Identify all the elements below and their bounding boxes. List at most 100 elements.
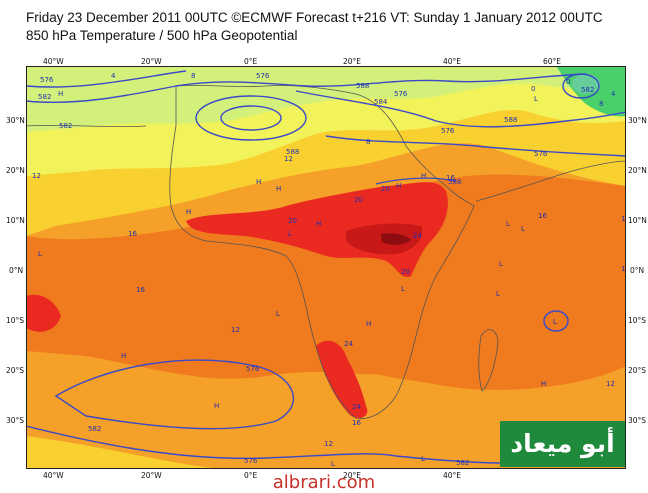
temp-label: 12 (324, 440, 333, 448)
weather-map: 576 582 576 588 576 588 584 576 582 588 … (26, 66, 626, 469)
t24-south (316, 340, 368, 418)
contour-label: 576 (244, 457, 258, 465)
africa-coastline (169, 85, 475, 419)
high-marker: H (58, 90, 63, 98)
lat-tick-right: 30°S (628, 416, 647, 425)
temp-label: 12 (32, 172, 41, 180)
geopotential-contour (26, 425, 547, 464)
lat-tick-right: 0°N (630, 266, 645, 275)
t12-south (26, 436, 226, 469)
geopotential-contour (26, 73, 587, 103)
geopotential-closed-contour (220, 105, 282, 131)
temp-label: 4 (611, 90, 616, 98)
geopotential-contour (375, 177, 457, 185)
contour-label: 576 (246, 365, 260, 373)
high-marker: H (256, 178, 261, 186)
low-marker: L (421, 455, 425, 463)
high-marker: H (121, 352, 126, 360)
geopotential-closed-contour (54, 359, 295, 430)
lat-tick-right: 10°S (628, 316, 647, 325)
lat-tick-left: 20°N (6, 166, 25, 175)
temp-label: 0 (531, 85, 535, 93)
t32-core (381, 233, 411, 245)
high-marker: H (396, 182, 401, 190)
temp-label: 16 (128, 230, 137, 238)
lon-tick-top: 0°E (244, 57, 258, 66)
low-marker: L (38, 250, 42, 258)
low-marker: L (496, 290, 500, 298)
temp-label: 12 (231, 326, 240, 334)
contour-label: 576 (256, 72, 270, 80)
madagascar-coastline (478, 329, 499, 392)
lat-tick-left: 10°N (6, 216, 25, 225)
high-marker: H (186, 208, 191, 216)
lon-tick-bottom: 40°E (443, 471, 462, 480)
temp-label: 4 (111, 72, 116, 80)
lat-tick-right: 20°S (628, 366, 647, 375)
temp-label: 16 (621, 265, 626, 273)
temp-label: 8 (191, 72, 195, 80)
contour-label: 588 (504, 116, 517, 124)
temp-label: 20 (381, 185, 390, 193)
geopotential-contour (325, 135, 626, 157)
arabia-coastline (475, 160, 626, 202)
lon-tick-bottom: 20°W (141, 471, 162, 480)
temp-label: 24 (352, 403, 361, 411)
map-subtitle: 850 hPa Temperature / 500 hPa Geopotenti… (26, 28, 298, 43)
map-canvas: 576 582 576 588 576 588 584 576 582 588 … (26, 66, 626, 469)
low-marker: L (506, 220, 510, 228)
low-marker: L (499, 260, 503, 268)
arabic-logo: أبو ميعاد (500, 421, 625, 467)
map-frame (26, 66, 626, 469)
lat-tick-left: 30°S (6, 416, 25, 425)
high-marker: H (366, 320, 371, 328)
geopotential-contour (295, 90, 626, 128)
low-marker: L (401, 285, 405, 293)
high-marker: H (421, 172, 426, 180)
temp-label: 20 (288, 217, 297, 225)
low-marker: L (331, 460, 335, 468)
high-marker: H (316, 220, 321, 228)
temp-label: 12 (284, 155, 293, 163)
temp-label: 16 (352, 419, 361, 427)
south-america-coastline (26, 125, 147, 127)
temp-label: 8 (599, 100, 603, 108)
map-title: Friday 23 December 2011 00UTC ©ECMWF For… (26, 10, 603, 25)
low-marker: L (276, 310, 280, 318)
contour-label: 582 (581, 86, 594, 94)
contour-label: 584 (374, 98, 388, 106)
low-marker: L (553, 318, 557, 326)
temp-label: 24 (344, 340, 353, 348)
low-marker: L (534, 95, 538, 103)
temp-label: 8 (366, 138, 370, 146)
lon-tick-top: 20°E (343, 57, 362, 66)
lon-tick-bottom: 40°W (43, 471, 64, 480)
temperature-labels: 0 4 8 8 12 12 16 16 12 16 20 20 20 24 24… (32, 72, 626, 448)
temp-label: 16 (538, 212, 547, 220)
temp-label: 20 (354, 196, 363, 204)
geopotential-low (562, 73, 600, 99)
lat-tick-left: 20°S (6, 366, 25, 375)
lat-tick-left: 10°S (6, 316, 25, 325)
lon-tick-bottom: 20°E (343, 471, 362, 480)
temp-label: 0 (566, 78, 570, 86)
t24-atlantic (26, 294, 61, 332)
pressure-markers: H H H H H H H H H H H L L L L L L L L L … (38, 90, 557, 468)
temp-label: 20 (401, 268, 410, 276)
contour-label: 582 (456, 459, 469, 467)
site-watermark[interactable]: albrari.com (272, 472, 376, 493)
geopotential-contour (26, 70, 187, 88)
temp-label: 24 (413, 232, 422, 240)
lon-tick-bottom: 0°E (244, 471, 258, 480)
geopotential-low (543, 310, 569, 332)
contour-label: 576 (394, 90, 408, 98)
temp-label: 16 (136, 286, 145, 294)
contour-label: 588 (356, 82, 369, 90)
high-marker: H (214, 402, 219, 410)
lon-tick-top: 40°E (443, 57, 462, 66)
t20-band (26, 174, 626, 390)
low-marker: L (288, 230, 292, 238)
geopotential-closed-contour (195, 95, 307, 141)
lat-tick-left: 0°N (9, 266, 24, 275)
temp-label: 16 (446, 174, 455, 182)
